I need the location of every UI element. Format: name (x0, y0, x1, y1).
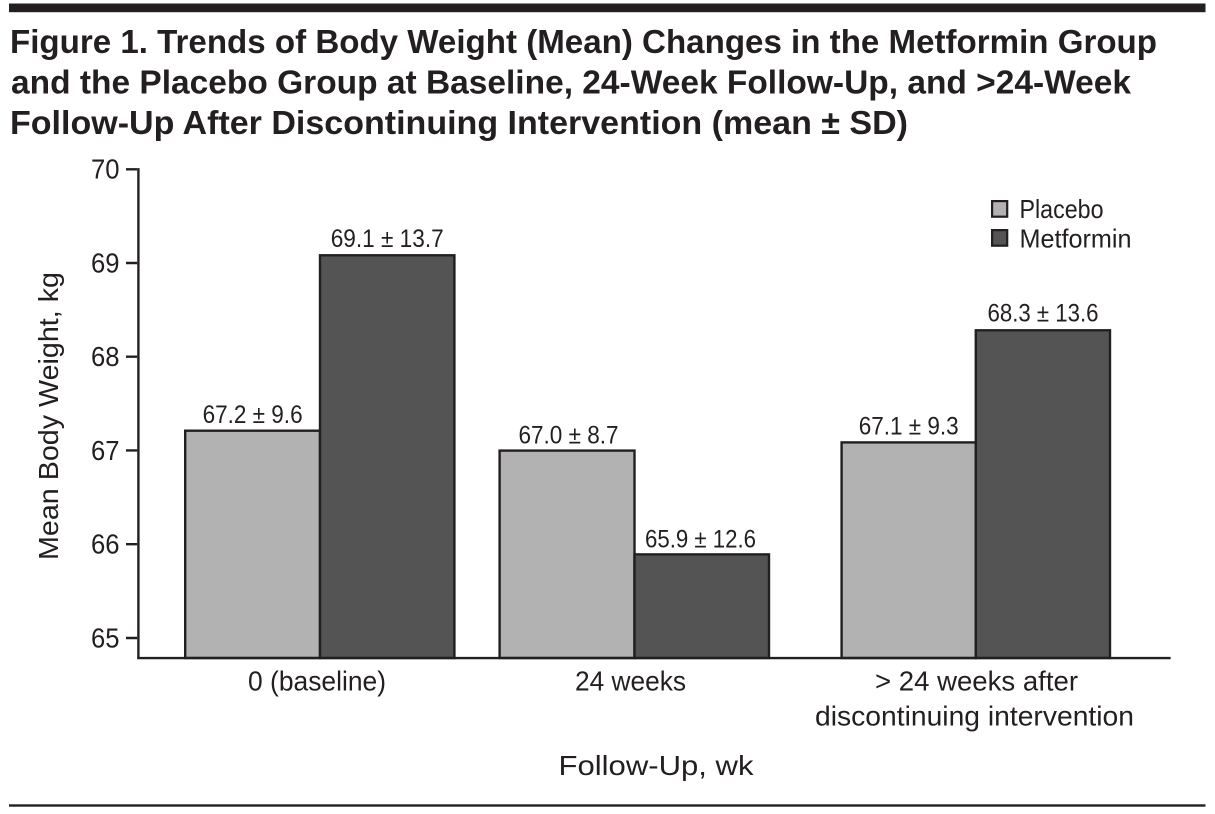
svg-text:69: 69 (91, 247, 120, 278)
svg-text:discontinuing intervention: discontinuing intervention (815, 701, 1134, 732)
svg-text:and the Placebo Group at Basel: and the Placebo Group at Baseline, 24-We… (11, 65, 1131, 102)
svg-text:67.1 ± 9.3: 67.1 ± 9.3 (859, 413, 959, 441)
svg-text:Follow-Up, wk: Follow-Up, wk (559, 750, 754, 781)
svg-text:68.3 ± 13.6: 68.3 ± 13.6 (988, 300, 1099, 328)
svg-text:69.1 ± 13.7: 69.1 ± 13.7 (331, 225, 444, 253)
svg-text:Placebo: Placebo (1020, 194, 1104, 224)
svg-text:65: 65 (91, 622, 120, 653)
svg-text:66: 66 (91, 529, 120, 560)
svg-text:0 (baseline): 0 (baseline) (248, 666, 386, 697)
svg-text:67.0 ± 8.7: 67.0 ± 8.7 (519, 422, 619, 450)
svg-text:70: 70 (91, 154, 120, 185)
svg-text:68: 68 (91, 341, 120, 372)
svg-text:65.9 ± 12.6: 65.9 ± 12.6 (645, 526, 756, 554)
svg-text:24 weeks: 24 weeks (575, 666, 686, 697)
svg-text:Follow-Up After Discontinuing: Follow-Up After Discontinuing Interventi… (10, 105, 908, 142)
svg-text:67: 67 (91, 435, 120, 466)
svg-text:Figure 1. Trends of Body Weigh: Figure 1. Trends of Body Weight (Mean) C… (10, 24, 1157, 61)
svg-text:> 24 weeks after: > 24 weeks after (875, 666, 1078, 697)
svg-text:67.2 ± 9.6: 67.2 ± 9.6 (203, 401, 303, 429)
svg-text:Metformin: Metformin (1020, 223, 1132, 253)
svg-text:Mean Body Weight, kg: Mean Body Weight, kg (33, 272, 64, 560)
